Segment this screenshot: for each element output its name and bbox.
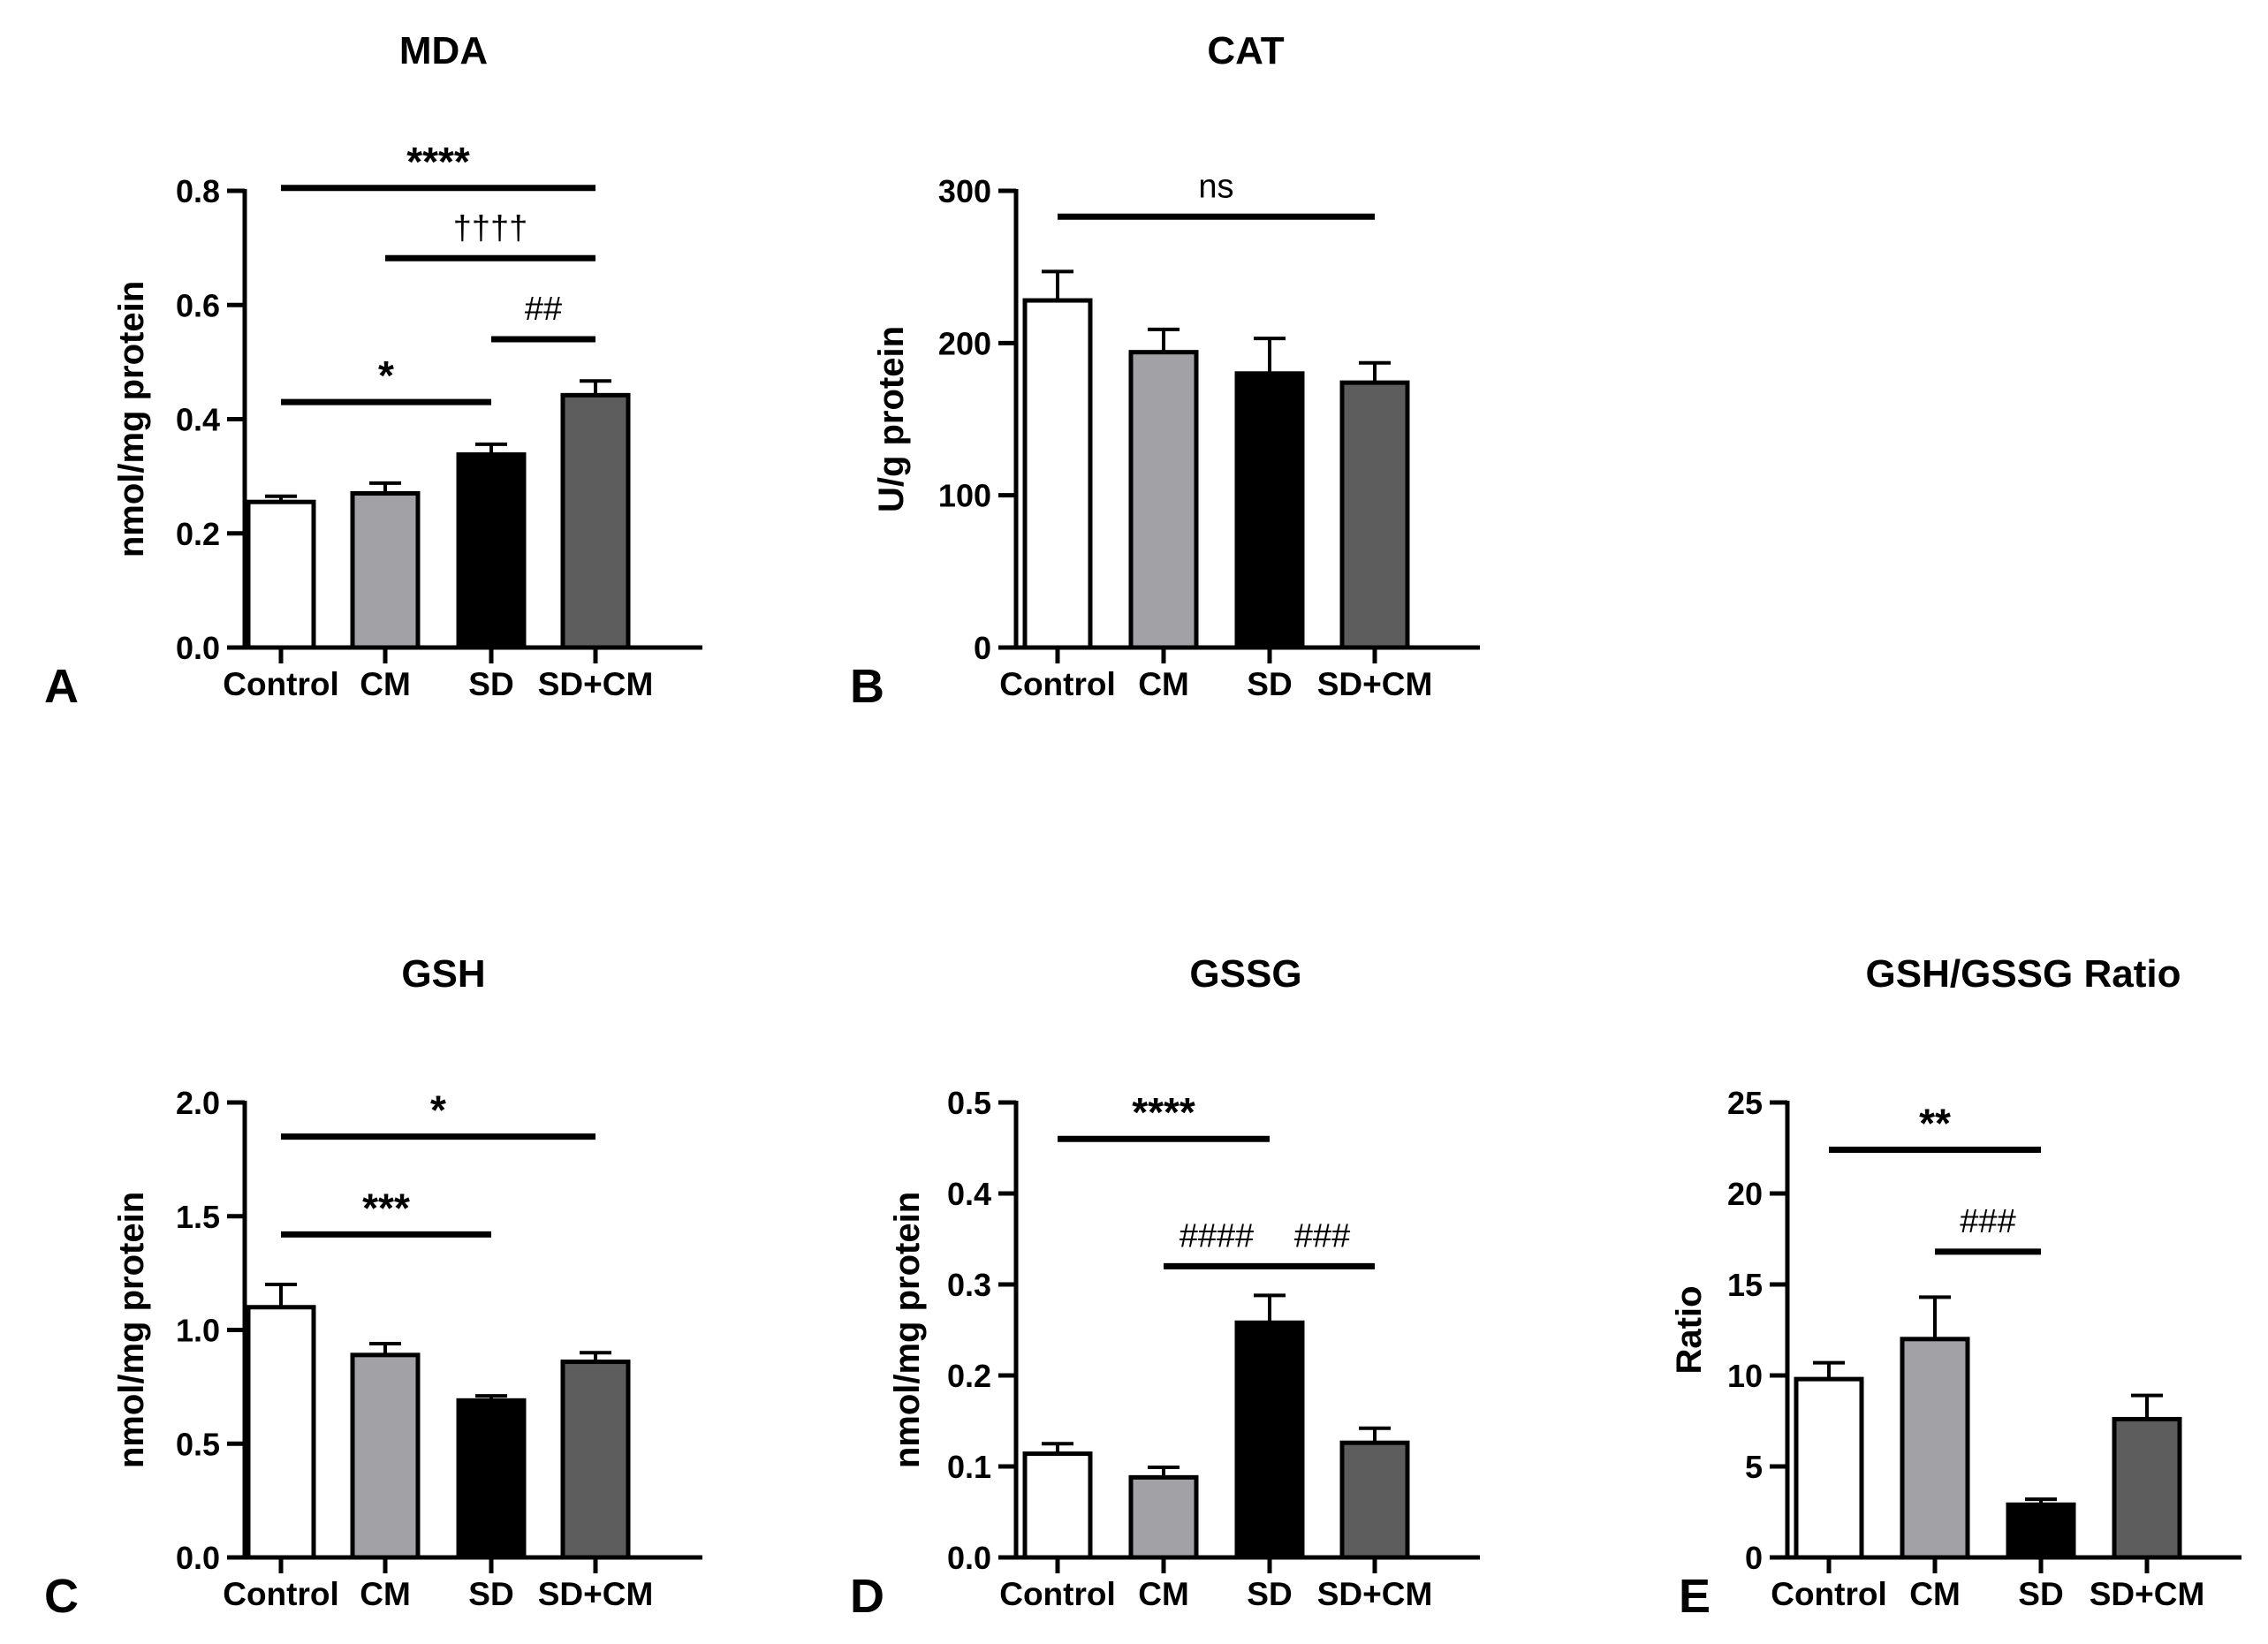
- panel-letter: B: [850, 660, 884, 713]
- y-tick-label: 0.2: [176, 516, 220, 552]
- panel-e: GSH/GSSG Ratio E Ratio 0 5 10 15 20 25 Control CM S…: [1670, 952, 2241, 1623]
- y-tick-label: 0.4: [176, 402, 220, 438]
- panel-letter: E: [1679, 1570, 1710, 1623]
- chart-title: GSSG: [1189, 952, 1301, 996]
- y-axis-label: nmol/mg protein: [112, 1192, 151, 1468]
- y-tick-label: 0.4: [947, 1176, 991, 1212]
- chart-title: CAT: [1207, 29, 1284, 72]
- bar-sd-plus-cm: [1339, 380, 1410, 650]
- y-tick-label: 0.6: [176, 287, 220, 323]
- bar-cm: [350, 1352, 421, 1560]
- y-tick-label: 0: [1745, 1540, 1763, 1576]
- x-tick-label: SD+CM: [1317, 1576, 1433, 1612]
- x-tick-label: SD+CM: [538, 1576, 654, 1612]
- y-tick-label: 0.2: [947, 1358, 991, 1394]
- y-tick-label: 25: [1727, 1085, 1763, 1121]
- significance-label: *: [378, 352, 394, 398]
- x-tick-label: CM: [360, 1576, 411, 1612]
- y-tick-label: 2.0: [176, 1085, 220, 1121]
- bar-sd-plus-cm: [560, 392, 631, 650]
- x-tick-label: CM: [1138, 666, 1189, 702]
- y-tick-label: 20: [1727, 1176, 1763, 1212]
- y-tick-label: 0.0: [176, 630, 220, 666]
- bar-sd-plus-cm: [1339, 1440, 1410, 1560]
- x-tick-label: SD+CM: [2090, 1576, 2205, 1612]
- y-axis-label: nmol/mg protein: [888, 1192, 927, 1468]
- bar-cm: [1128, 350, 1199, 650]
- x-tick-label: CM: [1138, 1576, 1189, 1612]
- x-tick-label: SD: [468, 666, 513, 702]
- bar-sd: [456, 452, 527, 650]
- significance-label: ###: [1294, 1217, 1350, 1254]
- significance-label: ***: [362, 1185, 410, 1231]
- panel-b: CAT B U/g protein 0 100 200 300 Control CM SD SD+C…: [850, 29, 1480, 713]
- bar-sd: [1234, 371, 1305, 650]
- x-tick-label: CM: [360, 666, 411, 702]
- y-tick-label: 0: [974, 630, 991, 666]
- bar-sd: [456, 1398, 527, 1560]
- significance-label: ****: [406, 139, 470, 185]
- significance-label: *: [430, 1087, 446, 1133]
- y-tick-label: 0.0: [947, 1540, 991, 1576]
- bar-sd-plus-cm: [2112, 1416, 2182, 1560]
- x-tick-label: Control: [999, 666, 1116, 702]
- x-tick-label: Control: [223, 666, 339, 702]
- bar-control: [1794, 1376, 1864, 1560]
- x-tick-label: SD+CM: [1317, 666, 1433, 702]
- x-tick-label: SD: [1247, 666, 1292, 702]
- bar-cm: [1900, 1337, 1970, 1560]
- bar-cm: [1128, 1474, 1199, 1560]
- y-tick-label: 0.8: [176, 173, 220, 209]
- bar-control: [246, 499, 316, 650]
- significance-label: ####: [1180, 1217, 1255, 1254]
- chart-title: GSH/GSSG Ratio: [1866, 952, 2181, 996]
- bar-sd: [2006, 1502, 2076, 1560]
- significance-label: **: [1919, 1101, 1951, 1147]
- x-tick-label: SD: [2018, 1576, 2063, 1612]
- bar-control: [246, 1305, 316, 1560]
- y-tick-label: 0.5: [947, 1085, 991, 1121]
- y-tick-label: 200: [938, 325, 991, 361]
- y-tick-label: 0.0: [176, 1540, 220, 1576]
- significance-label: ###: [1960, 1203, 2015, 1240]
- panel-letter: A: [44, 660, 79, 713]
- x-tick-label: SD+CM: [538, 666, 654, 702]
- y-axis-label: nmol/mg protein: [112, 281, 151, 557]
- y-tick-label: 10: [1727, 1358, 1763, 1394]
- panel-letter: D: [850, 1570, 884, 1623]
- chart-title: MDA: [399, 29, 488, 72]
- y-tick-label: 100: [938, 478, 991, 514]
- x-tick-label: Control: [999, 1576, 1116, 1612]
- y-axis-label: Ratio: [1670, 1286, 1709, 1375]
- x-tick-label: SD: [1247, 1576, 1292, 1612]
- y-axis-label: U/g protein: [872, 326, 911, 512]
- y-tick-label: 0.3: [947, 1267, 991, 1303]
- x-tick-label: SD: [468, 1576, 513, 1612]
- bar-sd-plus-cm: [560, 1360, 631, 1560]
- significance-label: ****: [1132, 1089, 1195, 1135]
- y-tick-label: 0.1: [947, 1449, 991, 1485]
- significance-label: ##: [525, 291, 562, 328]
- panel-letter: C: [44, 1570, 79, 1623]
- bar-sd: [1234, 1320, 1305, 1560]
- chart-title: GSH: [401, 952, 485, 996]
- y-tick-label: 1.5: [176, 1199, 220, 1235]
- x-tick-label: Control: [1771, 1576, 1887, 1612]
- y-tick-label: 0.5: [176, 1426, 220, 1462]
- y-tick-label: 1.0: [176, 1313, 220, 1349]
- significance-label: ns: [1198, 168, 1233, 205]
- y-tick-label: 5: [1745, 1449, 1763, 1485]
- y-tick-label: 300: [938, 173, 991, 209]
- bar-control: [1022, 1451, 1093, 1560]
- significance-label: ††††: [453, 209, 528, 246]
- x-tick-label: Control: [223, 1576, 339, 1612]
- y-tick-label: 15: [1727, 1267, 1763, 1303]
- x-tick-label: CM: [1909, 1576, 1961, 1612]
- bar-cm: [350, 491, 421, 650]
- bar-control: [1022, 298, 1093, 650]
